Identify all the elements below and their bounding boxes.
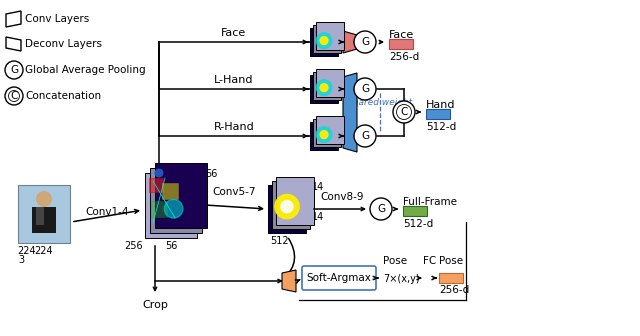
- Bar: [439, 273, 463, 283]
- Circle shape: [275, 195, 299, 219]
- Text: Hand: Hand: [426, 100, 456, 110]
- Text: 7×(x,y): 7×(x,y): [383, 274, 420, 284]
- Circle shape: [316, 127, 332, 142]
- Text: Conv1-4: Conv1-4: [85, 207, 129, 217]
- Bar: [276, 177, 314, 225]
- Text: G: G: [10, 65, 18, 75]
- Circle shape: [354, 78, 376, 100]
- Circle shape: [316, 33, 332, 48]
- Polygon shape: [343, 31, 357, 53]
- Text: 512-d: 512-d: [403, 219, 433, 229]
- Text: Global Average Pooling: Global Average Pooling: [25, 65, 146, 75]
- Text: Face: Face: [221, 28, 246, 38]
- Circle shape: [5, 87, 23, 105]
- Circle shape: [8, 90, 19, 101]
- Circle shape: [5, 61, 23, 79]
- Text: 512-d: 512-d: [426, 122, 456, 132]
- Text: FC: FC: [423, 256, 436, 266]
- Text: 224: 224: [17, 246, 36, 256]
- Text: Conv8-9: Conv8-9: [320, 192, 364, 202]
- Text: G: G: [361, 84, 369, 94]
- Text: 256-d: 256-d: [439, 285, 469, 295]
- Text: Soft-Argmax: Soft-Argmax: [307, 273, 371, 283]
- Circle shape: [354, 31, 376, 53]
- Bar: [316, 116, 344, 144]
- Bar: [426, 109, 450, 119]
- Circle shape: [320, 84, 328, 91]
- Circle shape: [370, 198, 392, 220]
- Bar: [316, 22, 344, 50]
- Text: Pose: Pose: [383, 256, 407, 266]
- Text: Pose: Pose: [439, 256, 463, 266]
- Circle shape: [320, 37, 328, 45]
- Polygon shape: [6, 11, 21, 27]
- Polygon shape: [6, 37, 21, 51]
- Circle shape: [36, 191, 52, 207]
- Circle shape: [164, 199, 183, 218]
- Text: L-Hand: L-Hand: [214, 75, 253, 85]
- Text: 256-d: 256-d: [389, 52, 419, 62]
- Text: 224: 224: [35, 246, 53, 256]
- Text: 512: 512: [270, 236, 289, 246]
- Bar: [18, 185, 70, 243]
- Text: 256: 256: [124, 241, 143, 251]
- Circle shape: [393, 101, 415, 123]
- Bar: [403, 206, 427, 216]
- Bar: [149, 178, 163, 192]
- Circle shape: [397, 104, 412, 120]
- Text: 3: 3: [18, 255, 24, 265]
- Bar: [310, 28, 338, 56]
- Text: Concatenation: Concatenation: [25, 91, 101, 101]
- Text: Deconv Layers: Deconv Layers: [25, 39, 102, 49]
- Circle shape: [154, 168, 163, 177]
- Bar: [268, 185, 306, 233]
- Bar: [32, 207, 56, 233]
- Bar: [155, 163, 207, 228]
- Bar: [313, 25, 341, 53]
- Text: G: G: [361, 37, 369, 47]
- Text: Conv5-7: Conv5-7: [212, 187, 256, 197]
- FancyBboxPatch shape: [302, 266, 376, 290]
- Text: Full-Frame: Full-Frame: [403, 197, 457, 207]
- Bar: [272, 181, 310, 229]
- Text: C: C: [10, 91, 18, 101]
- Bar: [36, 207, 44, 225]
- Circle shape: [320, 131, 328, 138]
- Bar: [313, 72, 341, 100]
- Text: G: G: [377, 204, 385, 214]
- Text: 56: 56: [205, 169, 218, 179]
- Bar: [150, 168, 202, 233]
- Text: G: G: [361, 131, 369, 141]
- Bar: [145, 173, 197, 238]
- Text: 14: 14: [312, 182, 324, 192]
- Text: Face: Face: [389, 30, 414, 40]
- Bar: [310, 122, 338, 150]
- Text: Conv Layers: Conv Layers: [25, 14, 89, 24]
- Polygon shape: [343, 73, 357, 152]
- Text: C: C: [400, 107, 408, 117]
- Bar: [310, 75, 338, 103]
- Bar: [389, 39, 413, 49]
- Circle shape: [316, 80, 332, 95]
- Text: R-Hand: R-Hand: [214, 122, 254, 132]
- Circle shape: [354, 125, 376, 147]
- Bar: [313, 119, 341, 147]
- Text: 56: 56: [165, 241, 177, 251]
- Text: Crop: Crop: [142, 300, 168, 310]
- Text: shared weight: shared weight: [348, 98, 412, 107]
- Polygon shape: [282, 270, 296, 292]
- Bar: [151, 201, 167, 217]
- Text: 14: 14: [312, 212, 324, 222]
- Circle shape: [281, 201, 293, 213]
- Bar: [162, 183, 178, 199]
- Bar: [316, 69, 344, 97]
